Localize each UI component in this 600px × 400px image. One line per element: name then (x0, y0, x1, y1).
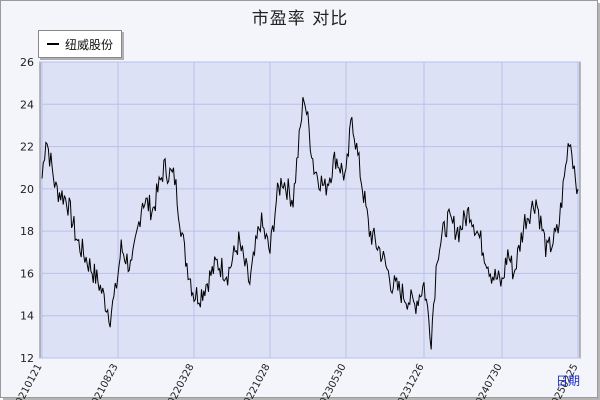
x-tick-label: 20231226 (393, 362, 427, 400)
legend-swatch (47, 43, 59, 45)
x-tick-label: 20240730 (471, 362, 505, 400)
legend-label: 纽威股份 (65, 37, 114, 52)
grid-lines (40, 61, 580, 359)
x-tick-label: 20210823 (87, 362, 121, 400)
x-tick-label: 20220328 (163, 362, 197, 400)
x-tick-label: 20230530 (315, 362, 349, 400)
chart-title: 市盈率 对比 (251, 9, 349, 29)
y-tick-label: 12 (20, 352, 34, 365)
x-tick-label: 20210121 (11, 362, 45, 400)
y-tick-label: 22 (20, 141, 34, 154)
y-tick-label: 20 (20, 183, 34, 196)
legend: 纽威股份 (38, 30, 123, 58)
x-tick-label: 20221028 (239, 362, 273, 400)
y-tick-label: 14 (20, 310, 34, 323)
y-tick-label: 26 (20, 56, 34, 69)
plot-area (39, 61, 581, 359)
x-axis-label: 日期 (556, 374, 581, 388)
y-tick-label: 24 (20, 98, 34, 111)
y-tick-label: 18 (20, 225, 34, 238)
y-tick-label: 16 (20, 267, 34, 280)
x-axis-ticks: 20210121 20210823 20220328 20221028 20230530… (11, 362, 581, 400)
series-line (41, 96, 579, 350)
y-axis-ticks: 12 14 16 18 20 22 24 26 (20, 56, 34, 365)
